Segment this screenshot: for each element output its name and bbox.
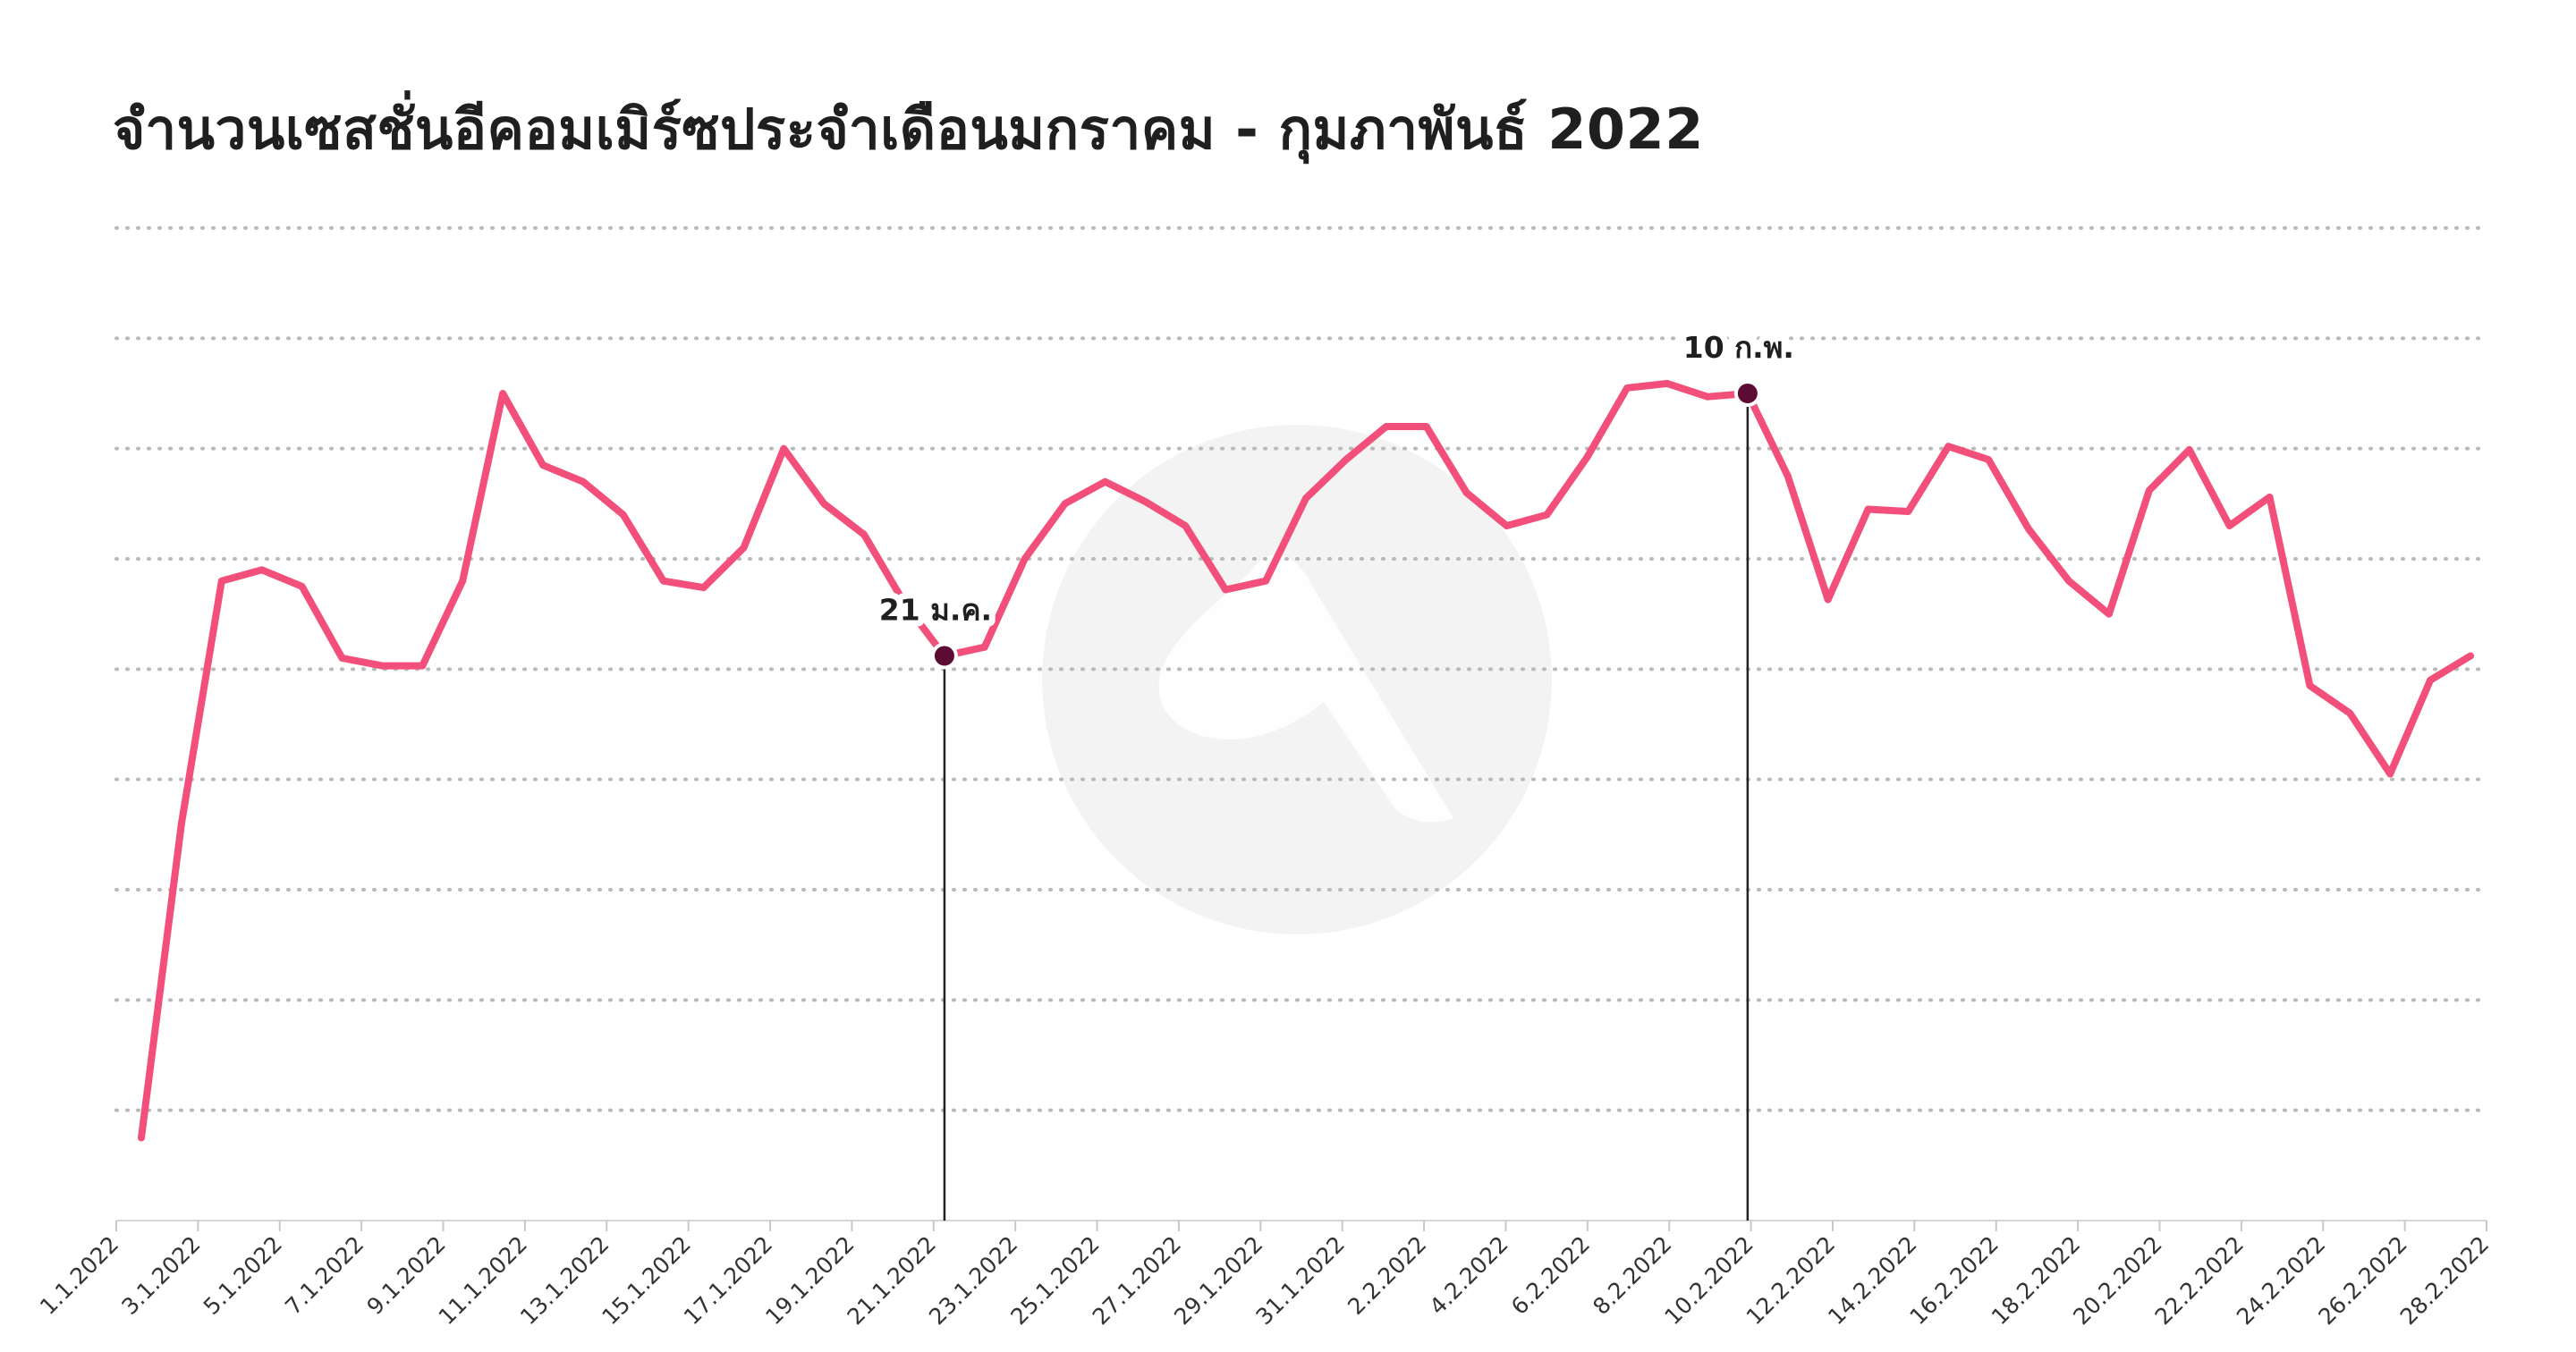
x-tick-label: 4.2.2022 bbox=[1424, 1231, 1513, 1320]
x-tick-label: 15.1.2022 bbox=[597, 1231, 695, 1330]
grid-lines bbox=[114, 226, 2488, 1221]
x-tick-label: 11.1.2022 bbox=[434, 1231, 532, 1330]
annotation-label: 10 ก.พ. bbox=[1683, 330, 1794, 365]
x-tick-label: 28.2.2022 bbox=[2395, 1231, 2494, 1330]
x-tick-label: 6.2.2022 bbox=[1506, 1231, 1595, 1320]
watermark-glyph bbox=[1158, 554, 1453, 823]
x-axis-labels: 1.1.20223.1.20225.1.20227.1.20229.1.2022… bbox=[35, 1231, 2494, 1330]
x-tick-label: 2.2.2022 bbox=[1343, 1231, 1431, 1320]
x-tick-label: 20.2.2022 bbox=[2068, 1231, 2166, 1330]
annotation-lines bbox=[943, 393, 1750, 1221]
x-tick-label: 23.1.2022 bbox=[924, 1231, 1022, 1330]
x-tick-label: 10.2.2022 bbox=[1659, 1231, 1758, 1330]
series-line bbox=[138, 379, 2474, 1142]
annotation-marker bbox=[930, 642, 958, 670]
chart-title: จำนวนเซสชั่นอีคอมเมิร์ซประจำเดือนมกราคม … bbox=[113, 97, 1704, 162]
x-tick-label: 5.1.2022 bbox=[199, 1231, 287, 1320]
x-tick-label: 1.1.2022 bbox=[35, 1231, 123, 1320]
x-axis-ticks bbox=[115, 1221, 2487, 1231]
x-tick-label: 26.2.2022 bbox=[2313, 1231, 2411, 1330]
x-tick-label: 7.1.2022 bbox=[280, 1231, 369, 1320]
x-tick-label: 3.1.2022 bbox=[116, 1231, 205, 1320]
x-tick-label: 8.2.2022 bbox=[1588, 1231, 1676, 1320]
x-tick-label: 29.1.2022 bbox=[1169, 1231, 1267, 1330]
x-tick-label: 31.1.2022 bbox=[1250, 1231, 1349, 1330]
x-tick-label: 9.1.2022 bbox=[362, 1231, 451, 1320]
x-tick-label: 19.1.2022 bbox=[760, 1231, 859, 1330]
x-tick-label: 14.2.2022 bbox=[1823, 1231, 1921, 1330]
x-tick-label: 24.2.2022 bbox=[2232, 1231, 2330, 1330]
annotations: 21 ม.ค. 10 ก.พ. bbox=[873, 324, 1801, 670]
watermark-logo bbox=[1042, 425, 1552, 934]
series-group bbox=[138, 379, 2474, 1142]
x-tick-label: 22.2.2022 bbox=[2150, 1231, 2249, 1330]
x-tick-label: 25.1.2022 bbox=[1005, 1231, 1104, 1330]
annotation-label: 21 ม.ค. bbox=[879, 593, 992, 628]
x-tick-label: 16.2.2022 bbox=[1904, 1231, 2003, 1330]
annotation-marker bbox=[1733, 380, 1761, 407]
x-tick-label: 12.2.2022 bbox=[1741, 1231, 1840, 1330]
x-tick-label: 21.1.2022 bbox=[843, 1231, 941, 1330]
x-tick-label: 17.1.2022 bbox=[679, 1231, 777, 1330]
